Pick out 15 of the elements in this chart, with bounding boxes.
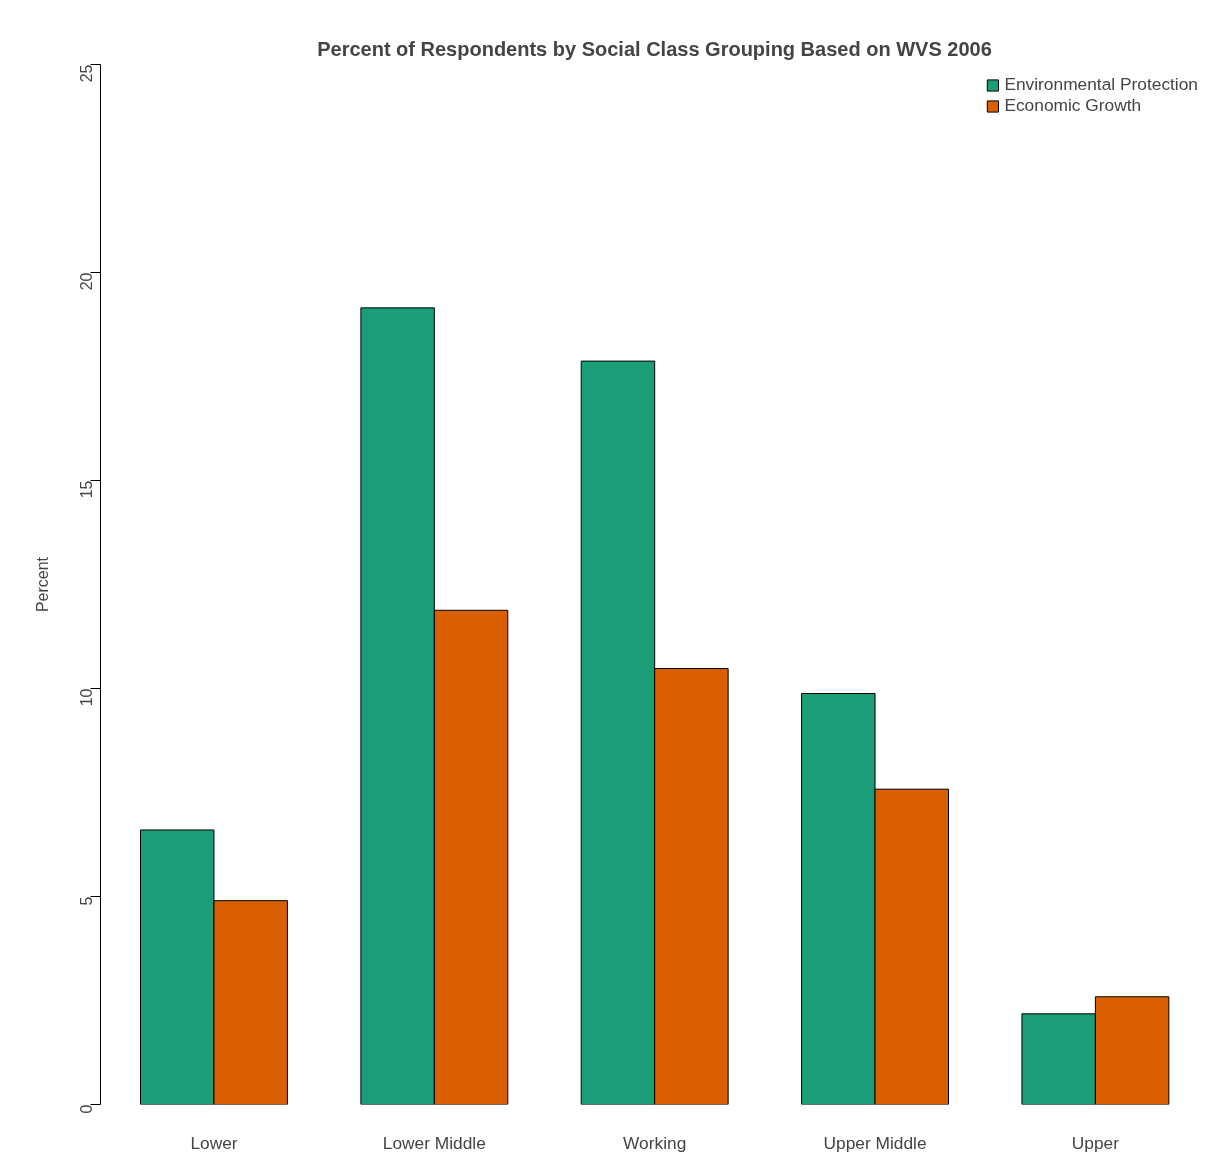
x-tick-label: Upper Middle xyxy=(823,1132,927,1153)
legend-label: Economic Growth xyxy=(1004,95,1142,116)
y-tick-label: 0 xyxy=(77,1104,95,1114)
y-tick-label: 15 xyxy=(77,480,95,499)
y-tick-label: 5 xyxy=(77,896,95,906)
x-tick-label: Working xyxy=(623,1132,687,1153)
legend-label: Environmental Protection xyxy=(1004,74,1198,95)
x-tick-label: Lower Middle xyxy=(382,1132,486,1153)
x-tick-label: Lower xyxy=(190,1132,238,1153)
y-tick-label: 10 xyxy=(77,688,95,707)
y-axis-title: Percent xyxy=(33,556,51,613)
x-tick-label: Upper xyxy=(1071,1132,1120,1153)
y-tick-label: 25 xyxy=(77,64,95,83)
chart-title: Percent of Respondents by Social Class Grouping Based on WVS 2006 xyxy=(317,37,992,60)
y-tick-label: 20 xyxy=(77,272,95,291)
